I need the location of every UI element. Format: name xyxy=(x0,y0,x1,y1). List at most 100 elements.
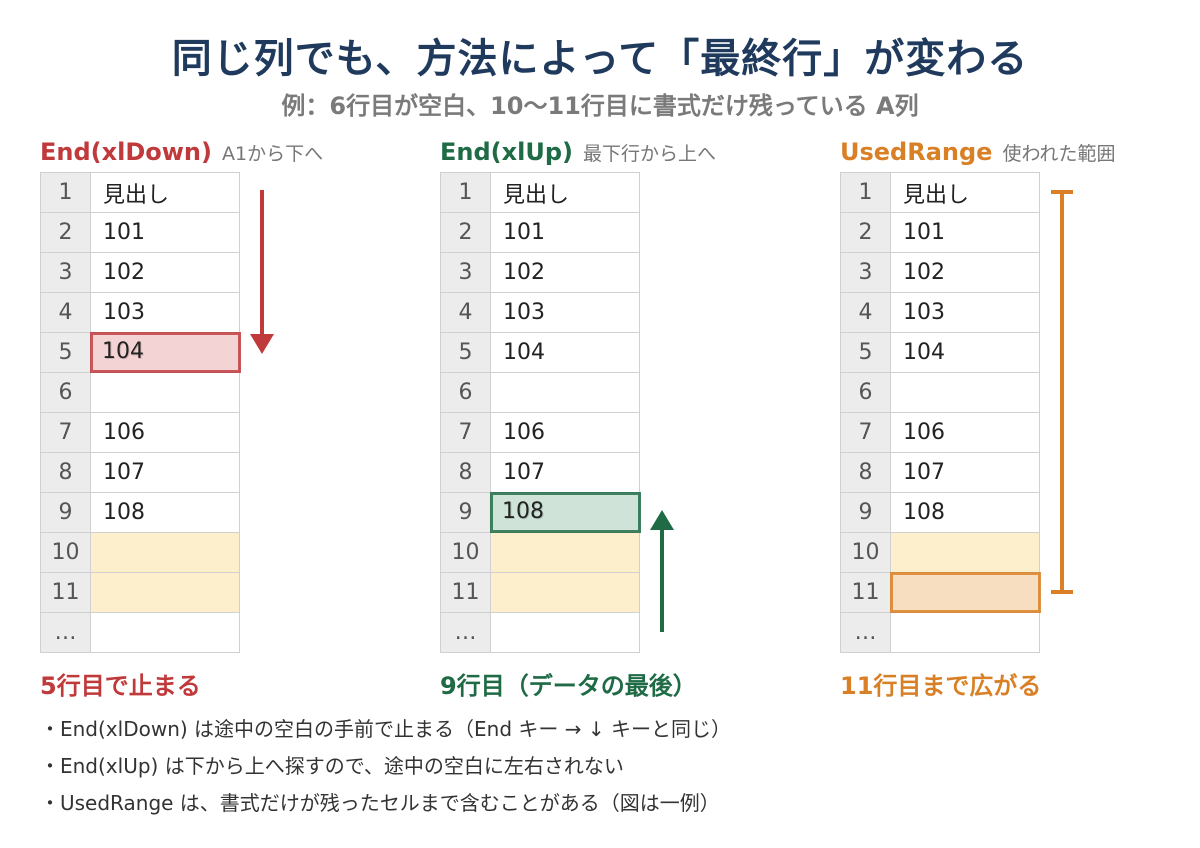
cell-value[interactable]: 101 xyxy=(490,212,640,253)
row-number: 11 xyxy=(440,572,491,613)
cell-value[interactable]: 104 xyxy=(890,332,1040,373)
sheet-row: 1 見出し xyxy=(440,172,640,213)
cell-value[interactable] xyxy=(890,612,1040,653)
row-number: 7 xyxy=(40,412,91,453)
cell-value[interactable] xyxy=(90,532,240,573)
row-number: 10 xyxy=(840,532,891,573)
cell-value[interactable]: 103 xyxy=(490,292,640,333)
cell-value[interactable] xyxy=(490,612,640,653)
row-number: 8 xyxy=(840,452,891,493)
sheet-row: 10 xyxy=(40,532,240,573)
cell-value[interactable]: 107 xyxy=(490,452,640,493)
cell-value[interactable] xyxy=(90,372,240,413)
method-note: 使われた範囲 xyxy=(1002,143,1116,165)
spreadsheet-column-a: 1見出し210131024103510467106810791081011… xyxy=(440,172,640,653)
method-note: A1から下へ xyxy=(221,143,324,165)
cell-value[interactable]: 104 xyxy=(490,332,640,373)
sheet-row: 6 xyxy=(440,372,640,413)
cell-value[interactable]: 102 xyxy=(490,252,640,293)
cell-value[interactable] xyxy=(90,572,240,613)
sheet-row: 3 102 xyxy=(840,252,1040,293)
range-bracket-icon xyxy=(1051,190,1073,594)
sheet-row: 3 102 xyxy=(40,252,240,293)
sheet-row: 8 107 xyxy=(840,452,1040,493)
cell-value[interactable]: 106 xyxy=(490,412,640,453)
cell-value[interactable] xyxy=(890,532,1040,573)
method-note: 最下行から上へ xyxy=(582,143,716,165)
row-number: 2 xyxy=(40,212,91,253)
row-number: 3 xyxy=(440,252,491,293)
cell-value[interactable] xyxy=(90,612,240,653)
cell-value[interactable] xyxy=(490,372,640,413)
row-number: 4 xyxy=(440,292,491,333)
cell-value[interactable] xyxy=(490,532,640,573)
row-number: 2 xyxy=(440,212,491,253)
sheet-row: 4 103 xyxy=(440,292,640,333)
result-label: 11行目まで広がる xyxy=(840,672,1042,700)
sheet-row: 11 xyxy=(440,572,640,613)
sheet-row: 7 106 xyxy=(40,412,240,453)
cell-value[interactable]: 見出し xyxy=(490,172,640,213)
page-subtitle: 例：6行目が空白、10〜11行目に書式だけ残っている A列 xyxy=(281,92,919,120)
row-number: 10 xyxy=(440,532,491,573)
sheet-row: … xyxy=(840,612,1040,653)
notes: ・End(xlDown) は途中の空白の手前で止まる（End キー → ↓ キー… xyxy=(40,714,1160,825)
row-number: … xyxy=(440,612,491,653)
row-number: 2 xyxy=(840,212,891,253)
row-number: 3 xyxy=(840,252,891,293)
panel-xldown: End(xlDown)A1から下へ1見出し2101310241035104671… xyxy=(40,138,380,708)
page-title: 同じ列でも、方法によって「最終行」が変わる xyxy=(171,36,1029,82)
sheet-row: 7 106 xyxy=(440,412,640,453)
row-number: … xyxy=(40,612,91,653)
sheet-row: 1 見出し xyxy=(840,172,1040,213)
cell-value[interactable] xyxy=(890,372,1040,413)
note-xlup: ・End(xlUp) は下から上へ探すので、途中の空白に左右されない xyxy=(40,754,624,778)
row-number: 5 xyxy=(40,332,91,373)
row-number: 5 xyxy=(440,332,491,373)
row-number: 7 xyxy=(840,412,891,453)
sheet-row: 10 xyxy=(440,532,640,573)
sheet-row: 4 103 xyxy=(840,292,1040,333)
cell-value[interactable]: 見出し xyxy=(890,172,1040,213)
sheet-row: 2 101 xyxy=(40,212,240,253)
cell-value[interactable]: 102 xyxy=(890,252,1040,293)
cell-value[interactable]: 107 xyxy=(890,452,1040,493)
method-name: End(xlDown) xyxy=(40,138,212,166)
cell-value[interactable]: 107 xyxy=(90,452,240,493)
spreadsheet-column-a: 1見出し210131024103510467106810791081011… xyxy=(40,172,240,653)
row-number: 6 xyxy=(840,372,891,413)
row-number: 1 xyxy=(840,172,891,213)
cell-value[interactable]: 108 xyxy=(90,492,240,533)
cell-value[interactable]: 102 xyxy=(90,252,240,293)
cell-value[interactable] xyxy=(490,572,640,613)
cell-value[interactable]: 108 xyxy=(890,492,1040,533)
row-number: 11 xyxy=(40,572,91,613)
cell-value[interactable]: 101 xyxy=(90,212,240,253)
sheet-row: 6 xyxy=(840,372,1040,413)
panel-heading: End(xlDown) A1から下へ xyxy=(40,138,323,166)
cell-value[interactable]: 見出し xyxy=(90,172,240,213)
sheet-row: 8 107 xyxy=(440,452,640,493)
row-number: 10 xyxy=(40,532,91,573)
cell-value[interactable]: 103 xyxy=(90,292,240,333)
sheet-row: 11 xyxy=(40,572,240,613)
down-arrow-icon xyxy=(250,190,274,354)
row-number: 9 xyxy=(840,492,891,533)
last-row-highlight xyxy=(890,572,1041,613)
panel-xlup: End(xlUp) 最下行から上へ 1 見出し 2 101 3 102 4 103 5 104 6 7 10… xyxy=(440,138,780,708)
sheet-row: 1 見出し xyxy=(40,172,240,213)
cell-value[interactable]: 101 xyxy=(890,212,1040,253)
sheet-row: 10 xyxy=(840,532,1040,573)
cell-value[interactable]: 106 xyxy=(890,412,1040,453)
sheet-row: 2 101 xyxy=(440,212,640,253)
cell-value[interactable]: 106 xyxy=(90,412,240,453)
cell-value[interactable]: 103 xyxy=(890,292,1040,333)
row-number: 5 xyxy=(840,332,891,373)
panel-heading: End(xlUp) 最下行から上へ xyxy=(440,138,716,166)
row-number: 7 xyxy=(440,412,491,453)
panel-heading: UsedRange 使われた範囲 xyxy=(840,138,1116,166)
row-number: 6 xyxy=(440,372,491,413)
